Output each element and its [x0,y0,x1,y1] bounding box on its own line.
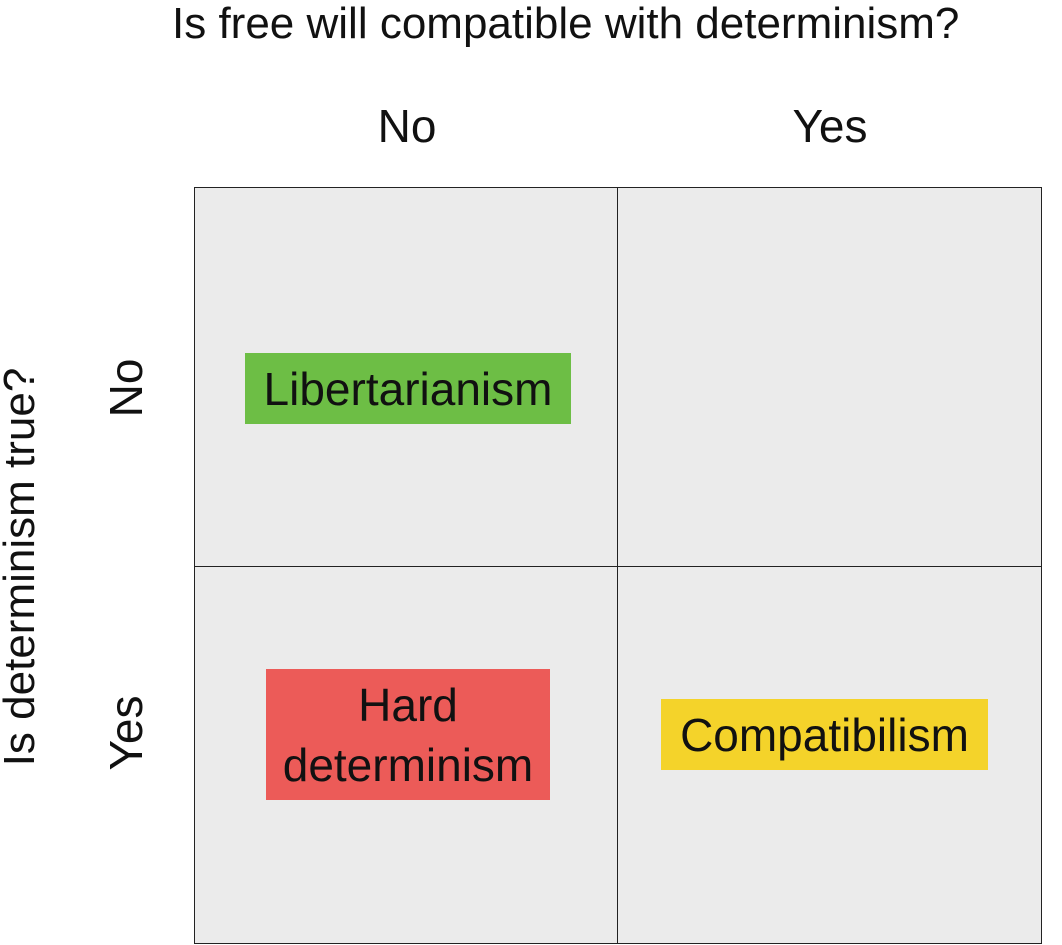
compatibilism-tag: Compatibilism [661,699,988,770]
cell-determinism-no-compatible-yes [618,188,1041,567]
hard-determinism-line2: determinism [282,738,534,791]
row-label-yes-text: Yes [100,695,152,771]
hard-determinism-tag: Hard determinism [266,669,550,800]
cell-determinism-yes-compatible-no [195,567,618,943]
column-label-no: No [377,100,437,152]
column-label-yes: Yes [792,100,868,152]
quadrant-grid [194,187,1042,944]
row-question-text: Is determinism true? [0,367,44,767]
column-question: Is free will compatible with determinism… [172,0,960,48]
row-label-no-text: No [100,358,152,418]
hard-determinism-line1: Hard [358,678,458,731]
libertarianism-tag: Libertarianism [245,353,571,424]
cell-determinism-no-compatible-no [195,188,618,567]
